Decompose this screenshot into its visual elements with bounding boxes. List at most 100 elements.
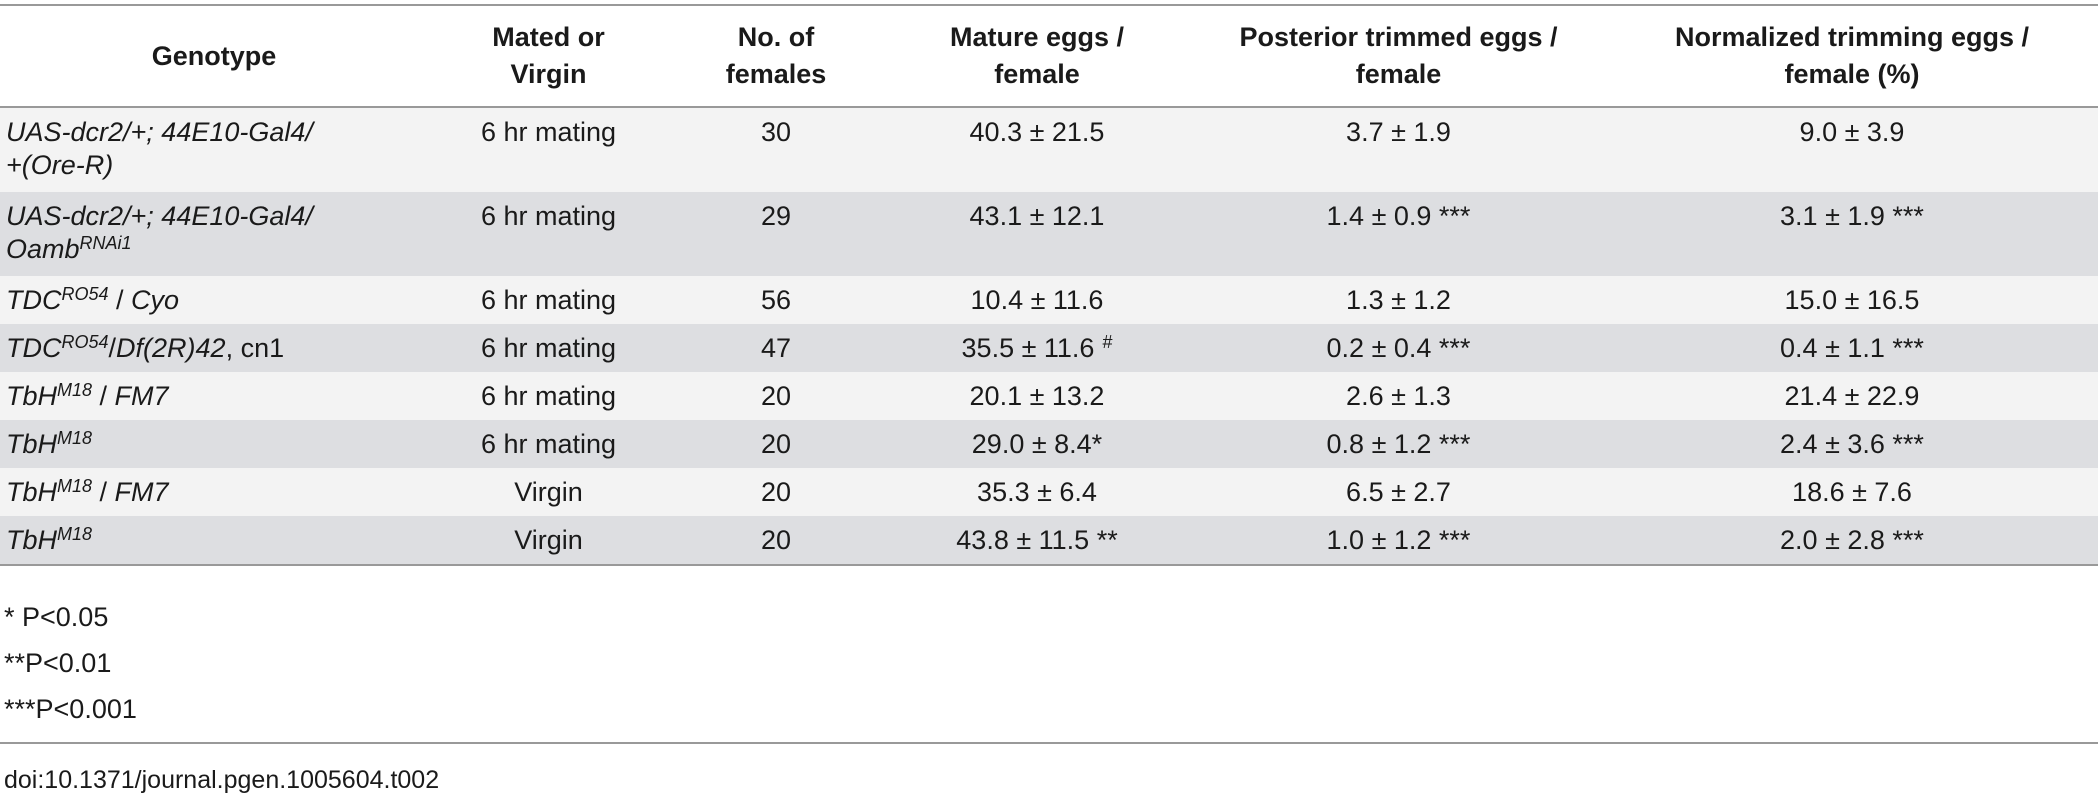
footnote: * P<0.05 — [4, 602, 109, 632]
header-line: female — [1355, 59, 1442, 89]
genotype-part: Df(2R)42 — [116, 333, 226, 363]
status-cell: 6 hr mating — [428, 107, 669, 192]
genotype-part: Oamb — [6, 234, 80, 264]
column-header: No. of females — [669, 4, 883, 108]
genotype-part: M18 — [57, 524, 93, 544]
genotype-cell: TbHM18 / FM7 — [0, 468, 428, 516]
genotype-part: TbH — [6, 477, 58, 507]
header-line: Mature eggs / — [949, 22, 1125, 52]
mature-value: 10.4 ± 11.6 — [970, 285, 1104, 315]
genotype-part: +(Ore-R) — [6, 150, 114, 180]
females-cell: 20 — [669, 468, 883, 516]
header-line: Genotype — [151, 40, 277, 71]
table-row: TbHM18 / FM7 Virgin 20 35.3 ± 6.4 6.5 ± 2.7 1… — [0, 468, 2098, 516]
genotype-part: / — [108, 333, 117, 363]
genotype-cell: TbHM18 — [0, 516, 428, 566]
column-header: Mature eggs / female — [883, 4, 1191, 108]
posterior-cell: 6.5 ± 2.7 — [1191, 468, 1606, 516]
females-cell: 20 — [669, 516, 883, 566]
normalized-cell: 15.0 ± 16.5 — [1606, 276, 2098, 324]
genotype-line: UAS-dcr2/+; 44E10-Gal4/ — [6, 200, 428, 233]
status-cell: 6 hr mating — [428, 372, 669, 420]
genotype-part: Cyo — [131, 285, 180, 315]
genotype-part: TDC — [6, 333, 62, 363]
header-line: females — [725, 59, 827, 89]
genotype-cell: TDCRO54/Df(2R)42, cn1 — [0, 324, 428, 372]
status-cell: 6 hr mating — [428, 192, 669, 276]
status-cell: 6 hr mating — [428, 276, 669, 324]
header-line: female — [994, 59, 1080, 89]
status-cell: Virgin — [428, 516, 669, 566]
column-header: Mated or Virgin — [428, 4, 669, 108]
normalized-cell: 2.4 ± 3.6 *** — [1606, 420, 2098, 468]
mature-note: # — [1102, 332, 1113, 352]
genotype-part: , cn1 — [225, 333, 285, 363]
header-line: Mated or — [492, 22, 605, 52]
header-line: Posterior trimmed eggs / — [1239, 22, 1558, 52]
genotype-line: TbHM18 / FM7 — [6, 476, 428, 509]
genotype-part: / — [108, 285, 132, 315]
genotype-part: TbH — [6, 525, 58, 555]
mature-cell: 10.4 ± 11.6 — [883, 276, 1191, 324]
females-cell: 20 — [669, 420, 883, 468]
header-line: female (%) — [1784, 59, 1920, 89]
genotype-line: TbHM18 — [6, 428, 428, 461]
footnote: ***P<0.001 — [4, 694, 137, 724]
mature-cell: 43.8 ± 11.5 ** — [883, 516, 1191, 566]
genotype-cell: TbHM18 — [0, 420, 428, 468]
genotype-part: RNAi1 — [79, 233, 132, 253]
mature-cell: 43.1 ± 12.1 — [883, 192, 1191, 276]
females-cell: 56 — [669, 276, 883, 324]
status-cell: 6 hr mating — [428, 420, 669, 468]
normalized-cell: 21.4 ± 22.9 — [1606, 372, 2098, 420]
mature-value: 43.1 ± 12.1 — [969, 201, 1105, 231]
table-row: TDCRO54 / Cyo 6 hr mating 56 10.4 ± 11.6 1.3… — [0, 276, 2098, 324]
genotype-part: M18 — [57, 428, 93, 448]
genotype-line: UAS-dcr2/+; 44E10-Gal4/ — [6, 116, 428, 149]
header-line: No. of — [737, 22, 815, 52]
mature-cell: 40.3 ± 21.5 — [883, 107, 1191, 192]
genotype-cell: UAS-dcr2/+; 44E10-Gal4/+(Ore-R) — [0, 107, 428, 192]
genotype-cell: UAS-dcr2/+; 44E10-Gal4/OambRNAi1 — [0, 192, 428, 276]
table-body: UAS-dcr2/+; 44E10-Gal4/+(Ore-R) 6 hr mati… — [0, 107, 2098, 566]
mature-value: 40.3 ± 21.5 — [969, 117, 1105, 147]
posterior-cell: 2.6 ± 1.3 — [1191, 372, 1606, 420]
genotype-part: FM7 — [114, 381, 169, 411]
posterior-cell: 3.7 ± 1.9 — [1191, 107, 1606, 192]
genotype-part: TbH — [6, 381, 58, 411]
posterior-cell: 1.0 ± 1.2 *** — [1191, 516, 1606, 566]
normalized-cell: 2.0 ± 2.8 *** — [1606, 516, 2098, 566]
genotype-part: TDC — [6, 285, 62, 315]
data-table: Genotype Mated or Virgin No. of females Matur… — [0, 4, 2098, 566]
genotype-line: OambRNAi1 — [6, 233, 428, 266]
genotype-part: M18 — [57, 476, 93, 496]
table-row: TbHM18 6 hr mating 20 29.0 ± 8.4* 0.8 ± 1.2 … — [0, 420, 2098, 468]
normalized-cell: 9.0 ± 3.9 — [1606, 107, 2098, 192]
genotype-cell: TDCRO54 / Cyo — [0, 276, 428, 324]
posterior-cell: 1.3 ± 1.2 — [1191, 276, 1606, 324]
table-row: TbHM18 Virgin 20 43.8 ± 11.5 ** 1.0 ± 1.2 **… — [0, 516, 2098, 566]
mature-value: 35.5 ± 11.6 — [961, 333, 1095, 363]
table-row: UAS-dcr2/+; 44E10-Gal4/+(Ore-R) 6 hr mati… — [0, 107, 2098, 192]
mature-value: 43.8 ± 11.5 ** — [956, 525, 1118, 555]
genotype-part: M18 — [57, 380, 93, 400]
normalized-cell: 0.4 ± 1.1 *** — [1606, 324, 2098, 372]
females-cell: 30 — [669, 107, 883, 192]
status-cell: Virgin — [428, 468, 669, 516]
genotype-part: / — [92, 477, 115, 507]
mature-cell: 29.0 ± 8.4* — [883, 420, 1191, 468]
genotype-part: / — [92, 381, 115, 411]
mature-cell: 35.3 ± 6.4 — [883, 468, 1191, 516]
genotype-line: TDCRO54 / Cyo — [6, 284, 428, 317]
table-row: UAS-dcr2/+; 44E10-Gal4/OambRNAi1 6 hr mat… — [0, 192, 2098, 276]
genotype-line: TbHM18 / FM7 — [6, 380, 428, 413]
doi: doi:10.1371/journal.pgen.1005604.t002 — [4, 766, 440, 794]
mature-value: 35.3 ± 6.4 — [977, 477, 1097, 507]
normalized-cell: 18.6 ± 7.6 — [1606, 468, 2098, 516]
genotype-line: TDCRO54/Df(2R)42, cn1 — [6, 332, 428, 365]
genotype-part: RO54 — [61, 284, 109, 304]
genotype-cell: TbHM18 / FM7 — [0, 372, 428, 420]
females-cell: 29 — [669, 192, 883, 276]
divider — [0, 742, 2098, 744]
